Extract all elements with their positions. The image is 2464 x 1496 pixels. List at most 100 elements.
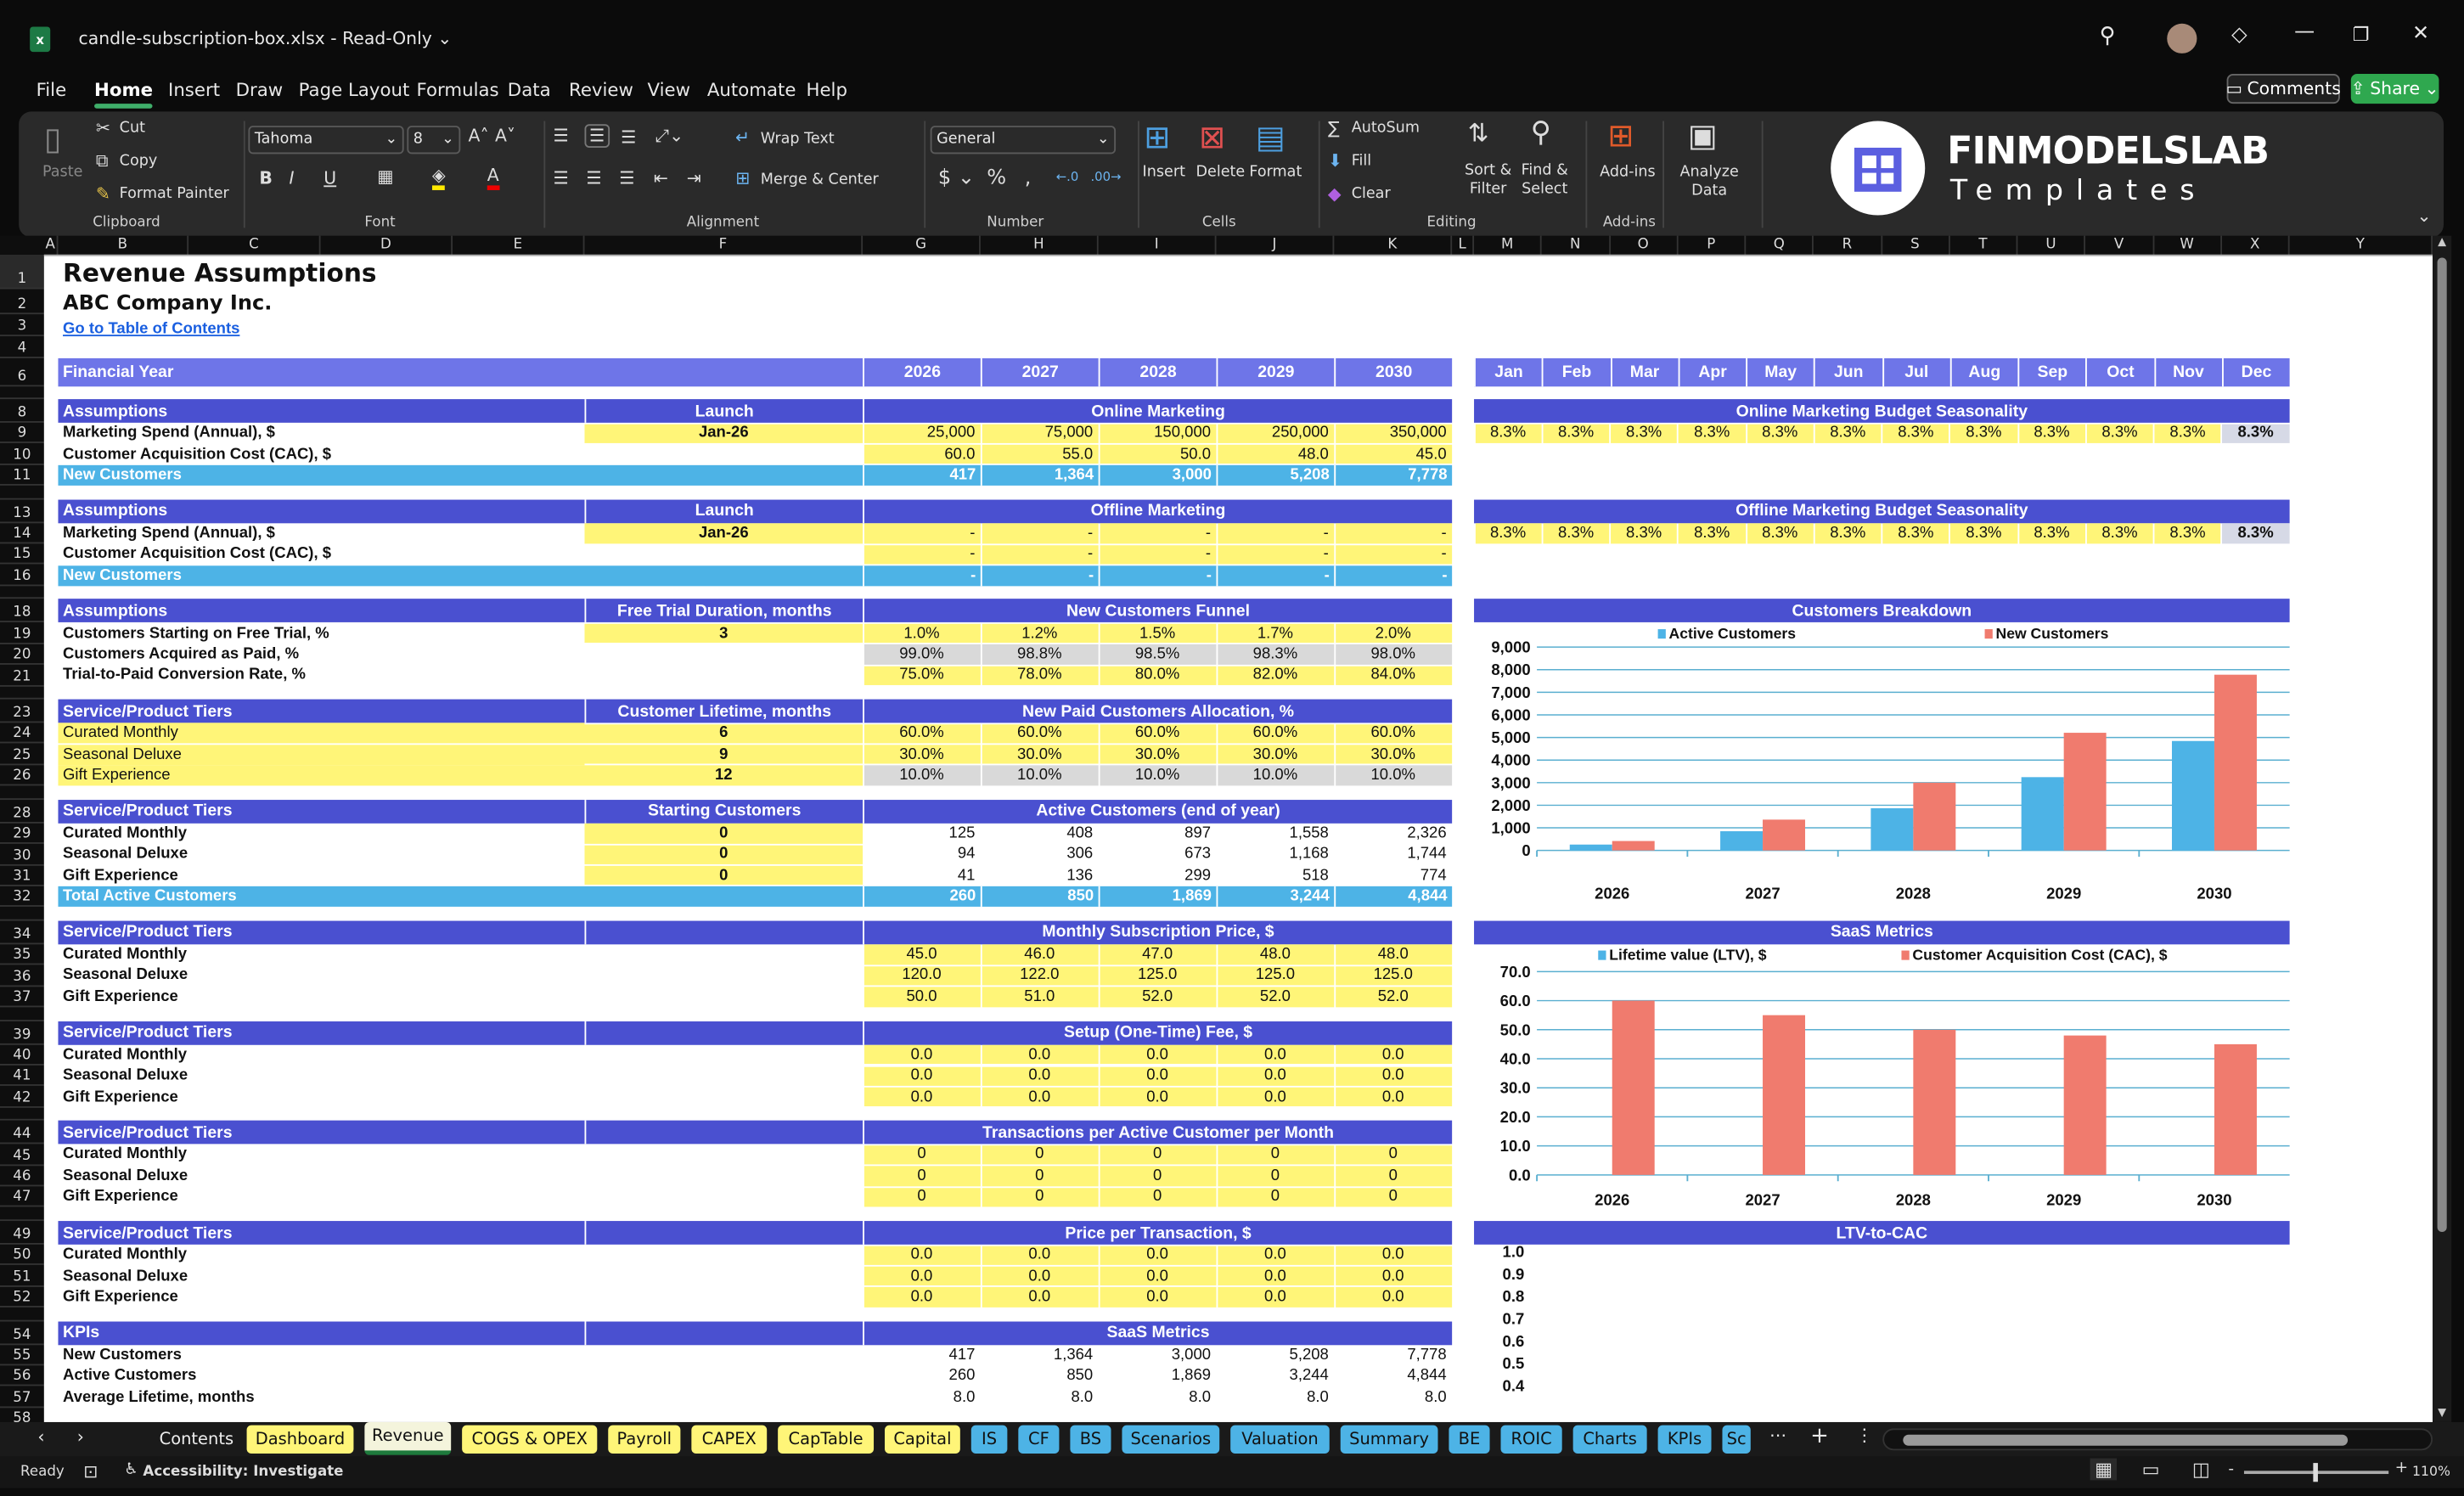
sheet-tab-charts[interactable]: Charts — [1572, 1425, 1647, 1454]
seasonality-cell[interactable]: 8.3% — [2222, 423, 2289, 443]
value-cell[interactable]: 45.0 — [1335, 444, 1452, 464]
align-bottom-icon[interactable]: ☰ — [621, 127, 637, 148]
column-header-w[interactable]: W — [2154, 235, 2222, 255]
sheet-tab-cf[interactable]: CF — [1018, 1425, 1060, 1454]
value-cell[interactable]: 150,000 — [1099, 423, 1216, 443]
value-cell[interactable]: - — [981, 544, 1098, 565]
row-header-47[interactable]: 47 — [0, 1187, 44, 1208]
bold-button[interactable]: B — [259, 168, 273, 189]
value-cell[interactable]: 50.0 — [864, 987, 980, 1007]
input-cell[interactable]: 0 — [584, 845, 864, 865]
seasonality-cell[interactable]: 8.3% — [2154, 523, 2221, 543]
value-cell[interactable]: 0.0 — [981, 1245, 1098, 1265]
value-cell[interactable]: - — [1099, 523, 1216, 543]
sheet-tab-contents[interactable]: Contents — [159, 1430, 234, 1449]
value-cell[interactable]: 1.0% — [864, 623, 980, 644]
row-header-39[interactable]: 39 — [0, 1021, 44, 1045]
align-left-icon[interactable]: ☰ — [553, 168, 569, 189]
value-cell[interactable]: - — [1099, 544, 1216, 565]
row-header-16[interactable]: 16 — [0, 565, 44, 587]
row-header-28[interactable]: 28 — [0, 800, 44, 824]
value-cell[interactable]: 0.0 — [864, 1066, 980, 1086]
scrollbar-thumb[interactable] — [2437, 257, 2447, 1233]
comma-style-icon[interactable]: , — [1024, 166, 1032, 190]
scroll-up-icon[interactable]: ▲ — [2438, 235, 2447, 249]
value-cell[interactable]: 0.0 — [1335, 1066, 1452, 1086]
value-cell[interactable]: - — [864, 544, 980, 565]
row-header-8[interactable]: 8 — [0, 399, 44, 423]
font-family-select[interactable]: Tahoma ⌄ — [248, 126, 404, 155]
column-header-i[interactable]: I — [1099, 235, 1217, 255]
sheet-tab-scenarios[interactable]: Scenarios — [1122, 1425, 1220, 1454]
value-cell[interactable]: 0.0 — [1217, 1044, 1334, 1065]
value-cell[interactable]: 52.0 — [1099, 987, 1216, 1007]
column-header-u[interactable]: U — [2017, 235, 2086, 255]
zoom-out-icon[interactable]: - — [2228, 1461, 2235, 1479]
value-cell[interactable]: 47.0 — [1099, 945, 1216, 965]
column-header-g[interactable]: G — [863, 235, 981, 255]
column-header-q[interactable]: Q — [1746, 235, 1814, 255]
value-cell[interactable]: 30.0% — [981, 745, 1098, 765]
currency-icon[interactable]: $ ⌄ — [937, 166, 976, 190]
input-cell[interactable]: 0 — [584, 824, 864, 844]
sheet-tab-is[interactable]: IS — [970, 1425, 1008, 1454]
seasonality-cell[interactable]: 8.3% — [1611, 523, 1678, 543]
increase-indent-icon[interactable]: ⇥ — [686, 168, 701, 189]
menu-tab-draw[interactable]: Draw — [235, 78, 284, 101]
column-header-h[interactable]: H — [981, 235, 1099, 255]
row-header-21[interactable]: 21 — [0, 665, 44, 687]
value-cell[interactable]: 51.0 — [981, 987, 1098, 1007]
sheet-tab-sc[interactable]: Sc — [1722, 1425, 1751, 1454]
row-header-7[interactable] — [0, 386, 44, 400]
diamond-icon[interactable]: ◇ — [2231, 23, 2247, 48]
column-header-c[interactable]: C — [188, 235, 321, 255]
row-header-43[interactable] — [0, 1107, 44, 1122]
row-header-24[interactable]: 24 — [0, 723, 44, 745]
menu-tab-help[interactable]: Help — [806, 78, 847, 101]
value-cell[interactable]: 0.0 — [1335, 1245, 1452, 1265]
row-header-37[interactable]: 37 — [0, 987, 44, 1008]
value-cell[interactable]: 84.0% — [1335, 666, 1452, 686]
row-header-41[interactable]: 41 — [0, 1066, 44, 1087]
value-cell[interactable]: 125.0 — [1099, 965, 1216, 986]
format-painter-button[interactable]: Format Painter — [119, 185, 229, 203]
seasonality-cell[interactable]: 8.3% — [2154, 423, 2221, 443]
value-cell[interactable]: 75.0% — [864, 666, 980, 686]
value-cell[interactable]: 0.0 — [981, 1066, 1098, 1086]
input-cell[interactable]: 3 — [584, 623, 864, 644]
value-cell[interactable]: 30.0% — [1217, 745, 1334, 765]
sheet-tab-captable[interactable]: CapTable — [778, 1425, 875, 1454]
column-header-l[interactable]: L — [1452, 235, 1475, 255]
align-top-icon[interactable]: ☰ — [553, 126, 569, 147]
menu-tab-file[interactable]: File — [36, 78, 67, 101]
column-header-e[interactable]: E — [453, 235, 585, 255]
column-header-o[interactable]: O — [1610, 235, 1679, 255]
prev-sheet-icon[interactable]: ‹ — [37, 1426, 45, 1448]
wrap-text-button[interactable]: Wrap Text — [760, 130, 835, 148]
row-header-26[interactable]: 26 — [0, 765, 44, 786]
value-cell[interactable]: 78.0% — [981, 666, 1098, 686]
row-header-34[interactable]: 34 — [0, 920, 44, 945]
seasonality-cell[interactable]: 8.3% — [1474, 523, 1542, 543]
value-cell[interactable]: - — [1217, 544, 1334, 565]
row-header-25[interactable]: 25 — [0, 744, 44, 766]
seasonality-cell[interactable]: 8.3% — [1814, 423, 1882, 443]
value-cell[interactable]: 0.0 — [1217, 1087, 1334, 1107]
increase-font-icon[interactable]: A˄ — [468, 126, 489, 147]
value-cell[interactable]: 0 — [981, 1166, 1098, 1186]
value-cell[interactable]: 30.0% — [864, 745, 980, 765]
value-cell[interactable]: 0 — [1099, 1144, 1216, 1165]
seasonality-cell[interactable]: 8.3% — [1950, 423, 2017, 443]
row-header-45[interactable]: 45 — [0, 1144, 44, 1166]
accessibility-status[interactable]: Accessibility: Investigate — [143, 1464, 344, 1481]
value-cell[interactable]: 50.0 — [1099, 444, 1216, 464]
find-select-button[interactable]: Find & Select — [1522, 162, 1568, 200]
share-button[interactable]: ⇪ Share ⌄ — [2351, 73, 2439, 104]
value-cell[interactable]: 0.0 — [1217, 1245, 1334, 1265]
sheet-tab-dashboard[interactable]: Dashboard — [246, 1425, 354, 1454]
column-header-y[interactable]: Y — [2290, 235, 2433, 255]
value-cell[interactable]: 0 — [981, 1187, 1098, 1207]
value-cell[interactable]: 48.0 — [1217, 945, 1334, 965]
value-cell[interactable]: 0 — [864, 1187, 980, 1207]
scrollbar-thumb[interactable] — [1903, 1434, 2349, 1446]
